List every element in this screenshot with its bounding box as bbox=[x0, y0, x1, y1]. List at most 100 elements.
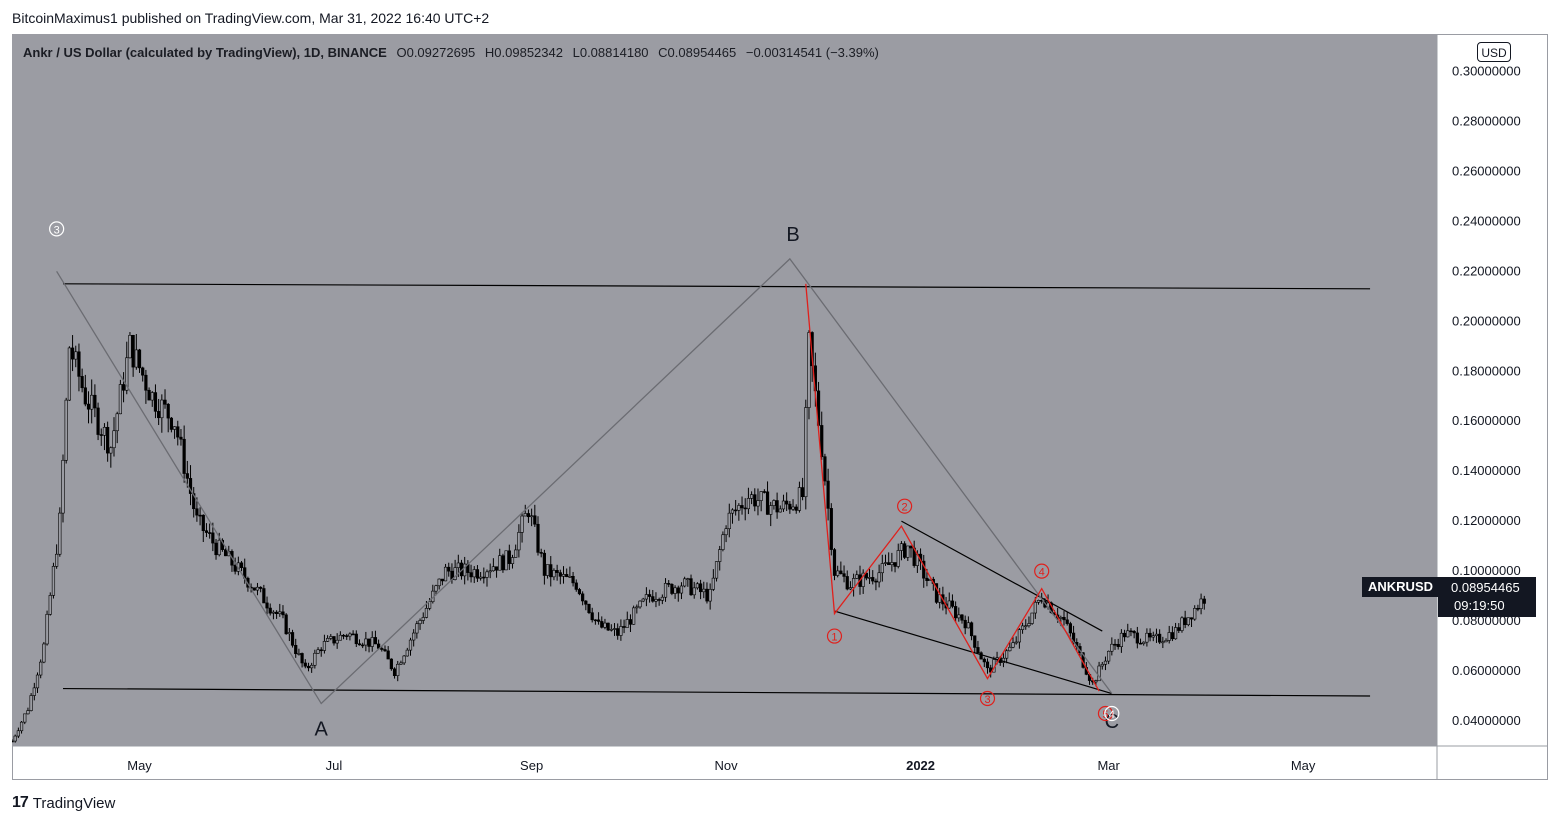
candle-body bbox=[756, 500, 760, 507]
candle-body bbox=[612, 628, 617, 630]
candle-body bbox=[1100, 663, 1104, 667]
candle-body bbox=[341, 634, 346, 637]
brand-name: TradingView bbox=[32, 794, 116, 812]
wave-number-label: 1 bbox=[831, 632, 837, 644]
candle-body bbox=[890, 562, 894, 566]
candle-body bbox=[561, 574, 566, 577]
candle-body bbox=[128, 334, 132, 359]
price-tick-label: 0.14000000 bbox=[1452, 463, 1521, 478]
legend-high-label: H bbox=[484, 45, 495, 60]
candle-body bbox=[906, 545, 910, 558]
candle-body bbox=[549, 564, 553, 578]
candle-body bbox=[609, 628, 613, 631]
candle-body bbox=[1062, 617, 1066, 621]
candle-body bbox=[769, 505, 773, 515]
plot-area[interactable] bbox=[12, 34, 1437, 746]
candle-body bbox=[51, 566, 56, 596]
candle-body bbox=[408, 639, 413, 651]
currency-button[interactable]: USD bbox=[1477, 42, 1511, 62]
chart-legend: Ankr / US Dollar (calculated by TradingV… bbox=[23, 45, 879, 60]
candle-body bbox=[960, 614, 964, 621]
candle-body bbox=[141, 367, 145, 376]
candle-body bbox=[1065, 619, 1069, 624]
candle-body bbox=[306, 665, 311, 669]
candle-body bbox=[176, 426, 180, 438]
candle-body bbox=[842, 573, 846, 577]
candle-body bbox=[147, 389, 151, 401]
candle-body bbox=[670, 584, 674, 594]
candle-body bbox=[255, 586, 260, 591]
candle-body bbox=[966, 622, 970, 629]
candle-body bbox=[676, 587, 680, 594]
candle-body bbox=[571, 575, 575, 584]
candle-body bbox=[271, 611, 276, 614]
candle-body bbox=[1199, 598, 1203, 609]
candle-body bbox=[883, 562, 888, 564]
candle-body bbox=[380, 648, 384, 650]
candle-body bbox=[692, 587, 696, 596]
candle-body bbox=[357, 643, 362, 646]
candle-body bbox=[13, 735, 17, 742]
candle-body bbox=[494, 566, 499, 571]
candle-body bbox=[606, 622, 610, 631]
candle-body bbox=[163, 399, 167, 405]
candle-body bbox=[437, 578, 441, 587]
candle-body bbox=[679, 585, 684, 594]
candle-body bbox=[405, 649, 409, 657]
candle-body bbox=[867, 577, 872, 579]
candle-body bbox=[533, 515, 537, 525]
candle-body bbox=[753, 494, 757, 507]
candle-body bbox=[399, 662, 403, 665]
candle-body bbox=[985, 661, 990, 669]
candle-body bbox=[727, 512, 731, 530]
candle-body bbox=[1129, 630, 1133, 633]
candle-body bbox=[475, 569, 480, 579]
candle-body bbox=[150, 392, 154, 401]
legend-low-value: 0.08814180 bbox=[579, 45, 649, 60]
candle-body bbox=[864, 572, 868, 579]
time-tick-label: Nov bbox=[715, 758, 739, 773]
candle-body bbox=[1014, 641, 1018, 644]
candle-body bbox=[185, 473, 189, 479]
price-tick-label: 0.18000000 bbox=[1452, 363, 1521, 378]
candle-body bbox=[1126, 630, 1130, 638]
candle-body bbox=[351, 633, 355, 636]
candle-body bbox=[510, 557, 515, 564]
candle-body bbox=[134, 349, 138, 368]
wave-number-label: 3 bbox=[984, 694, 990, 706]
candle-body bbox=[106, 426, 110, 454]
wave-number-circle bbox=[826, 628, 843, 644]
candle-body bbox=[386, 650, 390, 660]
candle-body bbox=[909, 545, 913, 549]
time-tick-label: May bbox=[127, 758, 152, 773]
candle-body bbox=[447, 566, 451, 572]
candle-body bbox=[1107, 650, 1111, 662]
candle-body bbox=[35, 674, 40, 689]
candle-body bbox=[574, 582, 578, 590]
candle-body bbox=[632, 607, 636, 625]
candle-body bbox=[654, 599, 658, 602]
candle-body bbox=[102, 426, 107, 436]
tradingview-brand[interactable]: 17 TradingView bbox=[12, 794, 115, 812]
candle-body bbox=[1189, 617, 1194, 620]
candle-body bbox=[223, 549, 228, 557]
candle-body bbox=[208, 532, 212, 534]
time-axis[interactable]: May Jul Sep Nov 2022 Mar May bbox=[127, 758, 1316, 773]
candle-body bbox=[702, 588, 706, 593]
candle-body bbox=[762, 491, 766, 493]
candle-body bbox=[963, 619, 967, 629]
support-line bbox=[63, 687, 1371, 697]
candle-body bbox=[673, 587, 677, 594]
price-axis[interactable]: 0.040000000.060000000.080000000.10000000… bbox=[1452, 63, 1521, 728]
candle-body bbox=[577, 589, 582, 595]
candle-body bbox=[211, 532, 215, 544]
price-tick-label: 0.20000000 bbox=[1452, 313, 1521, 328]
wave-number-circle bbox=[1034, 563, 1050, 579]
candle-body bbox=[179, 436, 183, 440]
candle-body bbox=[759, 491, 763, 501]
candle-body bbox=[718, 549, 722, 562]
candle-body bbox=[1110, 643, 1114, 652]
candle-body bbox=[622, 626, 626, 628]
